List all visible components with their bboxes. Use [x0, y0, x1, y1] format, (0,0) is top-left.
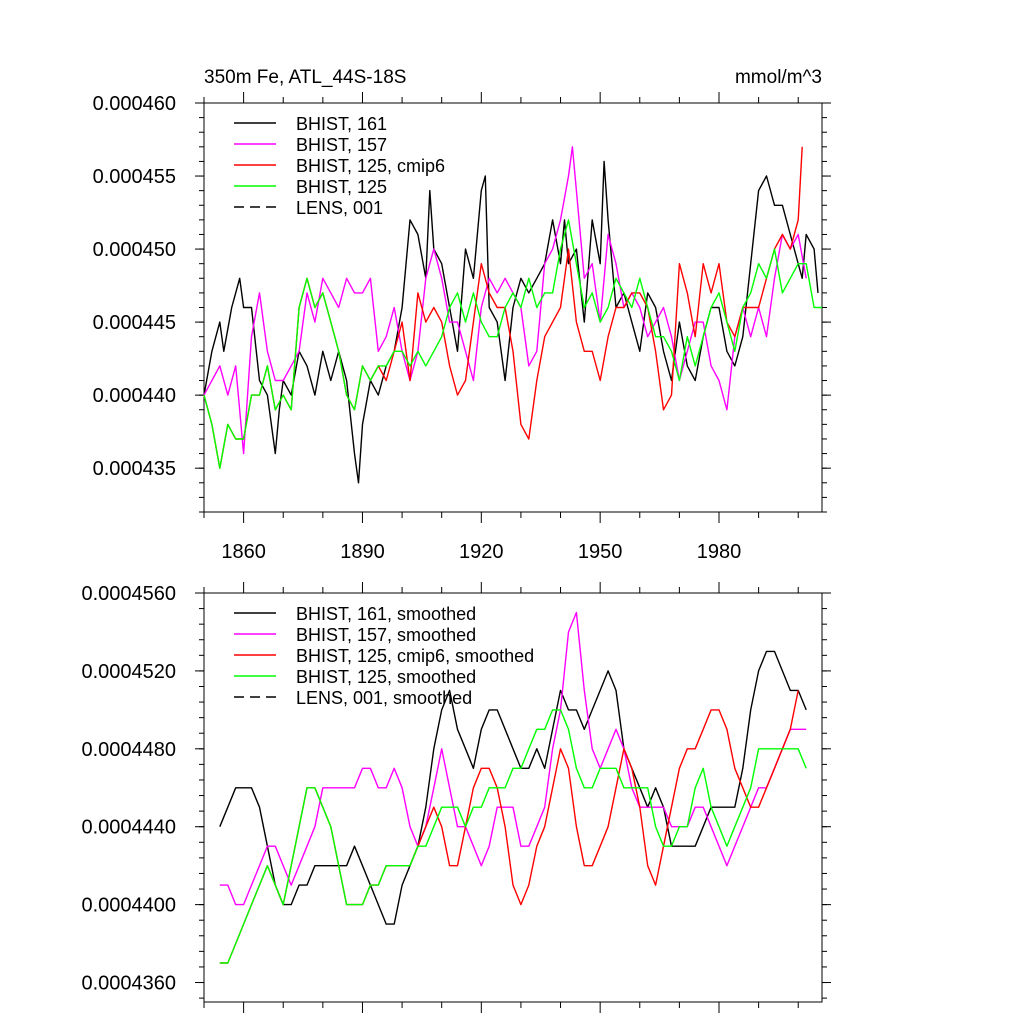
- top-ytick-label: 0.000460: [93, 93, 176, 115]
- top-ytick-label: 0.000440: [93, 385, 176, 407]
- bottom-ytick-label: 0.0004360: [81, 973, 176, 995]
- bottom-series-0: [219, 650, 807, 925]
- bottom-ytick-label: 0.0004560: [81, 583, 176, 605]
- top-series-1: [203, 146, 807, 455]
- top-chart: 0.000435 0.000440 0.000445 0.000450 0.000455…: [93, 92, 831, 563]
- top-ytick-label: 0.000435: [93, 458, 176, 480]
- top-xtick-label: 1950: [578, 541, 623, 563]
- bottom-legend-label-1: BHIST, 157, smoothed: [296, 625, 476, 645]
- bottom-ytick-label: 0.0004400: [81, 895, 176, 917]
- top-series-3: [203, 219, 822, 469]
- top-chart-title: 350m Fe, ATL_44S-18S: [204, 67, 406, 88]
- bottom-series-1: [219, 611, 807, 906]
- top-legend-label-1: BHIST, 157: [296, 135, 387, 155]
- top-chart-units: mmol/m^3: [735, 67, 822, 88]
- bottom-legend-label-0: BHIST, 161, smoothed: [296, 604, 476, 624]
- top-xtick-label: 1980: [697, 541, 742, 563]
- top-xtick-label: 1890: [340, 541, 385, 563]
- bottom-legend-label-3: BHIST, 125, smoothed: [296, 667, 476, 687]
- top-ytick-label: 0.000455: [93, 166, 176, 188]
- bottom-series-3: [219, 709, 807, 964]
- bottom-ytick-label: 0.0004520: [81, 661, 176, 683]
- top-legend-label-4: LENS, 001: [296, 198, 383, 218]
- bottom-ytick-label: 0.0004480: [81, 739, 176, 761]
- top-legend-label-2: BHIST, 125, cmip6: [296, 156, 445, 176]
- bottom-legend-label-2: BHIST, 125, cmip6, smoothed: [296, 646, 534, 666]
- top-xtick-label: 1860: [221, 541, 266, 563]
- top-xtick-label: 1920: [459, 541, 504, 563]
- bottom-plot-frame: [203, 592, 823, 1003]
- bottom-ytick-label: 0.0004440: [81, 817, 176, 839]
- bottom-legend-label-4: LENS, 001, smoothed: [296, 688, 472, 708]
- top-ytick-label: 0.000445: [93, 312, 176, 334]
- top-series-0: [203, 160, 819, 484]
- bottom-chart: 0.0004360 0.0004400 0.0004440 0.0004480 0.00…: [81, 582, 831, 1013]
- top-legend-label-0: BHIST, 161: [296, 114, 387, 134]
- top-ytick-label: 0.000450: [93, 239, 176, 261]
- top-legend-label-3: BHIST, 125: [296, 177, 387, 197]
